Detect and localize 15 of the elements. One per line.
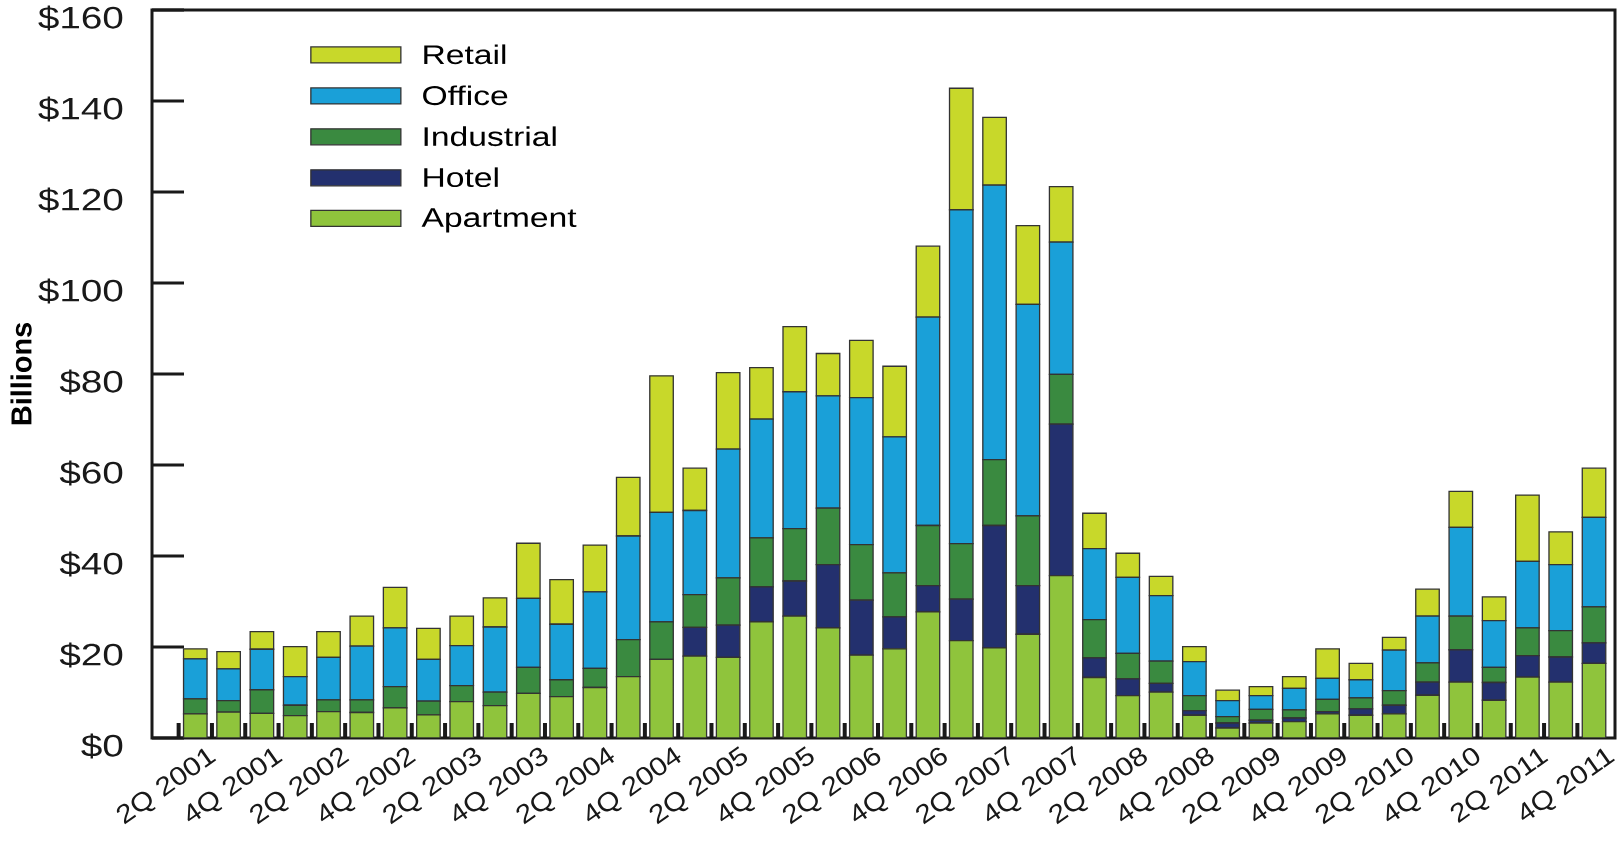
- y-tick-label: $80: [59, 369, 123, 395]
- y-tick-label: $100: [38, 278, 123, 304]
- y-tick-label: $160: [38, 5, 123, 31]
- y-axis-title: Billions: [10, 323, 32, 425]
- legend-label: Apartment: [421, 208, 577, 233]
- legend-label: Industrial: [424, 126, 556, 147]
- y-tick-label: $140: [38, 96, 123, 122]
- y-tick-label: $60: [59, 460, 123, 486]
- y-tick-label: $0: [81, 733, 123, 759]
- y-tick-label: $40: [59, 551, 123, 577]
- legend-label: Hotel: [424, 167, 498, 188]
- y-tick-label: $20: [59, 642, 123, 668]
- y-tick-label: $120: [38, 187, 123, 213]
- legend-label: Retail: [424, 44, 506, 65]
- legend-label: Office: [423, 85, 508, 106]
